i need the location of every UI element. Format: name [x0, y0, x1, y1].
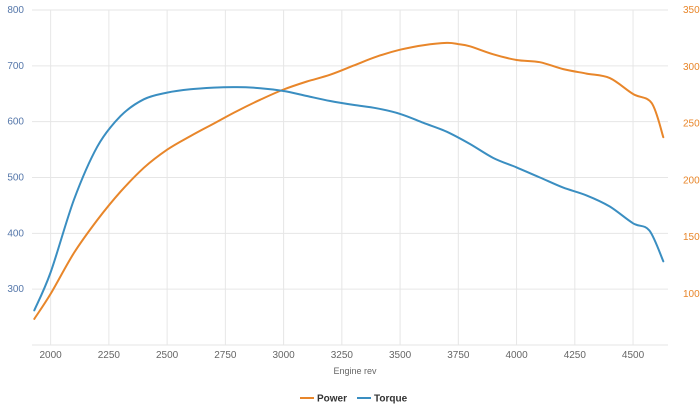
right-axis: 100 150 200 250 300 350	[683, 5, 700, 300]
power-series-line	[33, 41, 665, 320]
y-right-tick-label: 300	[683, 62, 700, 73]
y-left-tick-label: 300	[7, 284, 24, 295]
y-right-tick-label: 200	[683, 175, 700, 186]
left-axis: 300 400 500 600 700 800	[7, 5, 24, 295]
y-right-tick-label: 150	[683, 232, 700, 243]
x-tick-label: 4250	[564, 350, 587, 361]
torque-legend-label: Torque	[374, 394, 408, 405]
x-tick-label: 2000	[40, 350, 63, 361]
x-axis-title: Engine rev	[333, 366, 377, 376]
x-tick-label: 3500	[389, 350, 412, 361]
x-axis: 2000 2250 2500 2750 3000 3250 3500 3750 4000 4250…	[40, 350, 645, 361]
y-left-tick-label: 500	[7, 173, 24, 184]
power-legend-label: Power	[317, 394, 347, 405]
x-tick-label: 4000	[505, 350, 528, 361]
y-right-tick-label: 250	[683, 119, 700, 130]
y-right-tick-label: 350	[683, 5, 700, 16]
y-left-tick-label: 700	[7, 61, 24, 72]
legend: Power Torque	[300, 394, 408, 405]
x-tick-label: 2500	[156, 350, 179, 361]
x-tick-label: 3250	[331, 350, 354, 361]
y-left-tick-label: 400	[7, 228, 24, 239]
grid	[32, 9, 668, 346]
x-tick-label: 2250	[98, 350, 121, 361]
x-tick-label: 2750	[214, 350, 237, 361]
y-left-tick-label: 800	[7, 5, 24, 16]
x-tick-label: 4500	[622, 350, 645, 361]
y-right-tick-label: 100	[683, 289, 700, 300]
x-tick-label: 3750	[447, 350, 470, 361]
y-left-tick-label: 600	[7, 117, 24, 128]
torque-series-line	[33, 86, 665, 312]
x-tick-label: 3000	[272, 350, 295, 361]
series-group	[33, 41, 665, 320]
